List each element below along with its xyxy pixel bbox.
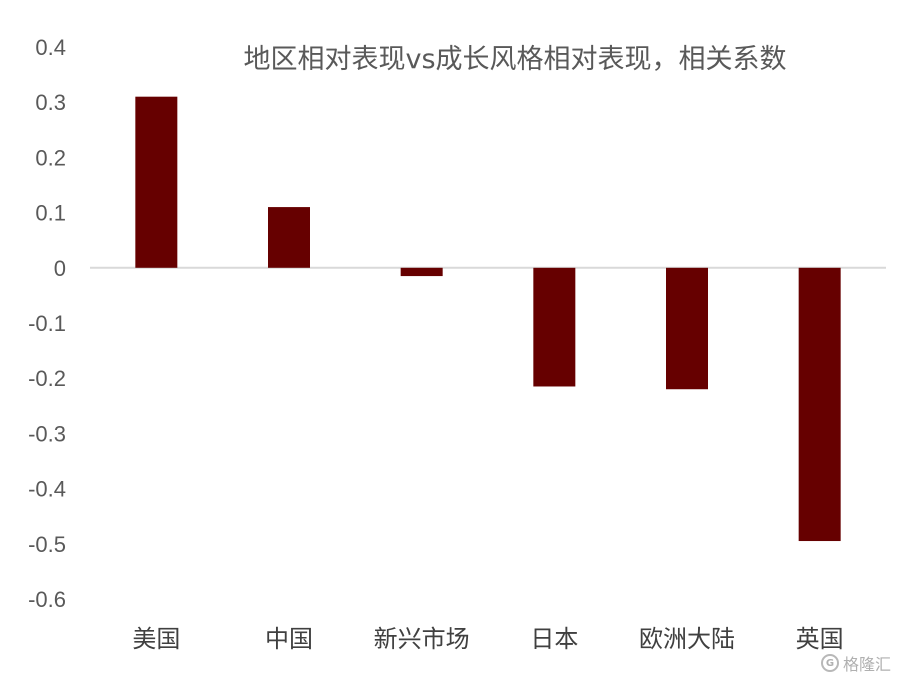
y-tick-label: -0.2 (28, 366, 66, 391)
watermark-logo-icon: G (820, 654, 839, 672)
y-tick-label: -0.5 (28, 532, 66, 557)
x-category-label: 新兴市场 (374, 625, 470, 653)
watermark-text: 格隆汇 (842, 655, 891, 674)
x-category-label: 日本 (530, 625, 578, 653)
bars (135, 96, 841, 542)
y-tick-label: 0.3 (35, 90, 66, 115)
y-tick-label: -0.6 (28, 587, 66, 612)
x-category-label: 欧洲大陆 (639, 625, 735, 653)
y-tick-label: 0.2 (35, 145, 66, 170)
x-axis-category-labels: 美国 中国 新兴市场 日本 欧洲大陆 英国 (132, 625, 843, 653)
y-tick-label: -0.1 (28, 311, 66, 336)
y-tick-label: -0.4 (28, 477, 66, 502)
x-category-label: 中国 (265, 625, 313, 653)
y-tick-label: 0 (54, 256, 66, 281)
bar (135, 96, 178, 268)
bar (533, 267, 576, 387)
bar (798, 267, 841, 542)
y-tick-label: -0.3 (28, 421, 66, 446)
y-tick-label: 0.1 (35, 201, 66, 226)
chart-title: 地区相对表现vs成长风格相对表现，相关系数 (243, 44, 786, 75)
x-category-label: 英国 (796, 625, 844, 653)
bar (400, 267, 443, 277)
bar (268, 207, 310, 268)
watermark: G 格隆汇 (820, 651, 891, 675)
y-axis-tick-labels: 0.4 0.3 0.2 0.1 0 -0.1 -0.2 -0.3 -0.4 -0.5 -0.6 (28, 35, 66, 612)
y-tick-label: 0.4 (35, 35, 66, 60)
bar (666, 267, 708, 390)
x-category-label: 美国 (132, 625, 180, 653)
